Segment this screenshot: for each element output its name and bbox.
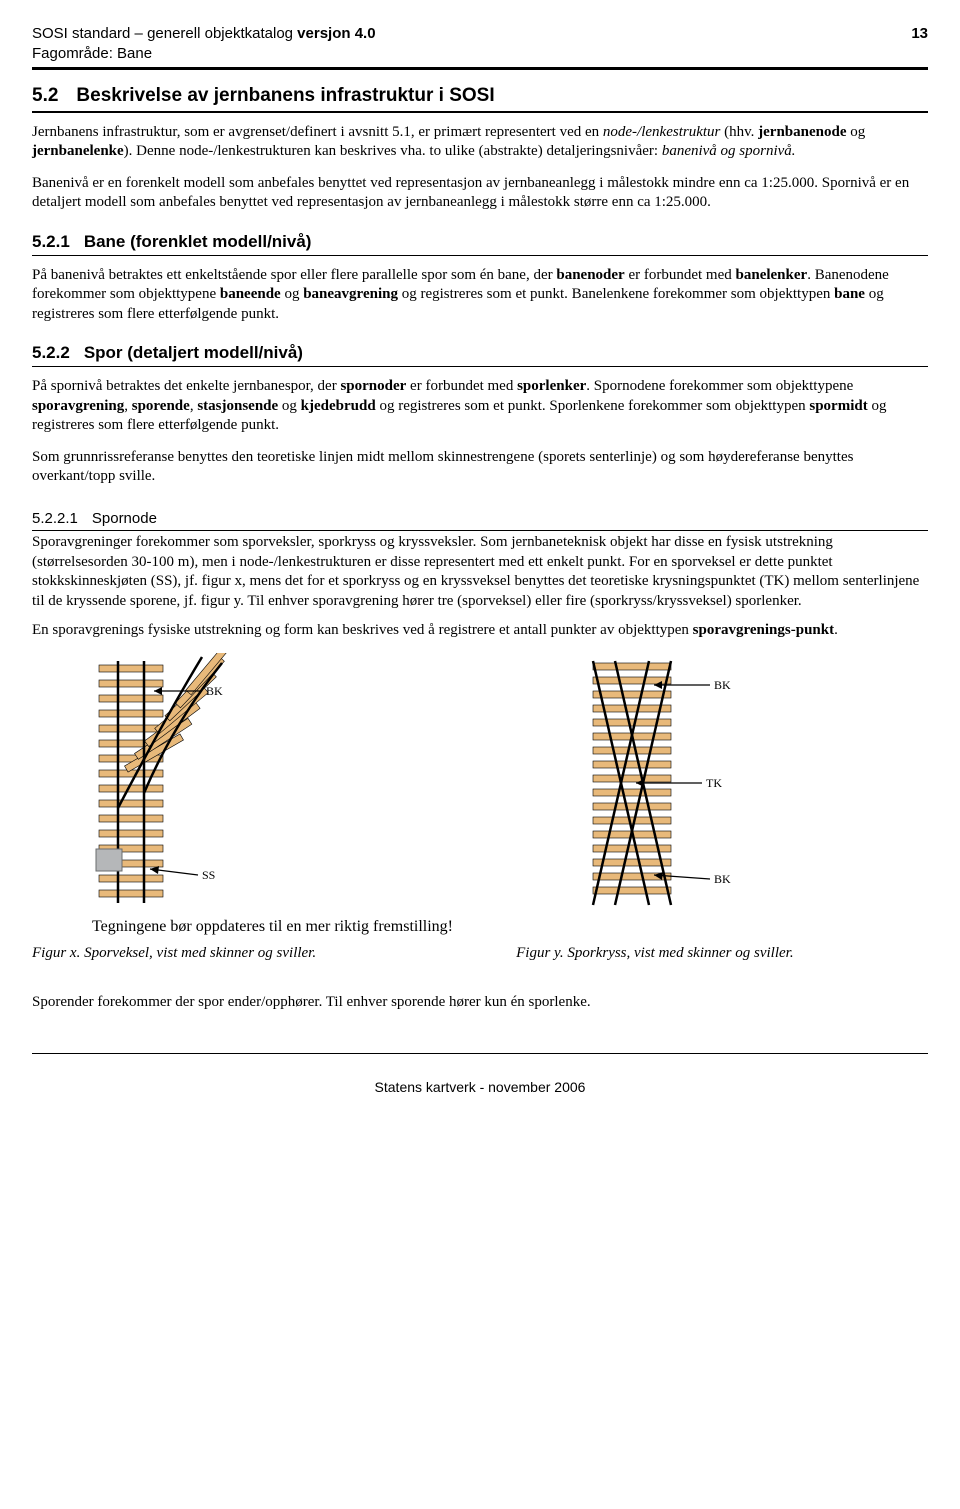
header-version: versjon 4.0	[297, 25, 375, 42]
header-subtitle: Fagområde: Bane	[32, 44, 152, 64]
page-number: 13	[911, 24, 928, 44]
figure-caption-left: Figur x. Sporveksel, vist med skinner og…	[32, 944, 316, 964]
svg-text:BK: BK	[714, 678, 731, 692]
section-heading: 5.2 Beskrivelse av jernbanens infrastrukt…	[32, 84, 928, 109]
subsection-number: 5.2.1	[32, 232, 70, 251]
paragraph: Sporavgreninger forekommer som sporveksl…	[32, 533, 928, 611]
diagram-row: BK SS BK TK BK	[72, 653, 928, 913]
divider	[32, 111, 928, 113]
diagram-update-note: Tegningene bør oppdateres til en mer rik…	[92, 917, 928, 938]
paragraph: Jernbanens infrastruktur, som er avgrens…	[32, 123, 928, 162]
svg-text:SS: SS	[202, 868, 215, 882]
subsubsection-number: 5.2.2.1	[32, 510, 78, 527]
header-title: SOSI standard – generell objektkatalog	[32, 25, 293, 42]
subsection-number: 5.2.2	[32, 343, 70, 362]
divider	[32, 530, 928, 531]
subsection-title: Bane (forenklet modell/nivå)	[84, 232, 312, 251]
svg-text:BK: BK	[206, 684, 223, 698]
section-number: 5.2	[32, 85, 58, 106]
paragraph: Banenivå er en forenkelt modell som anbe…	[32, 174, 928, 213]
paragraph: På spornivå betraktes det enkelte jernba…	[32, 377, 928, 436]
divider	[32, 255, 928, 256]
divider	[32, 1053, 928, 1054]
subsubsection-heading: 5.2.2.1 Spornode	[32, 509, 928, 529]
figure-captions: Figur x. Sporveksel, vist med skinner og…	[32, 944, 928, 964]
figure-sporkryss: BK TK BK	[552, 653, 772, 913]
figure-caption-right: Figur y. Sporkryss, vist med skinner og …	[516, 944, 793, 964]
svg-text:BK: BK	[714, 872, 731, 886]
svg-text:TK: TK	[706, 776, 722, 790]
subsection-title: Spor (detaljert modell/nivå)	[84, 343, 303, 362]
figure-sporveksel: BK SS	[72, 653, 292, 913]
page-footer: Statens kartverk - november 2006	[32, 1078, 928, 1096]
paragraph: En sporavgrenings fysiske utstrekning og…	[32, 621, 928, 641]
page-header: SOSI standard – generell objektkatalog v…	[32, 24, 928, 44]
paragraph: Sporender forekommer der spor ender/opph…	[32, 993, 928, 1013]
paragraph: Som grunnrissreferanse benyttes den teor…	[32, 448, 928, 487]
subsubsection-title: Spornode	[92, 510, 157, 527]
divider	[32, 366, 928, 367]
section-title: Beskrivelse av jernbanens infrastruktur …	[76, 85, 494, 106]
paragraph: På banenivå betraktes ett enkeltstående …	[32, 266, 928, 325]
divider	[32, 67, 928, 70]
subsection-heading: 5.2.1 Bane (forenklet modell/nivå)	[32, 231, 928, 253]
subsection-heading: 5.2.2 Spor (detaljert modell/nivå)	[32, 342, 928, 364]
